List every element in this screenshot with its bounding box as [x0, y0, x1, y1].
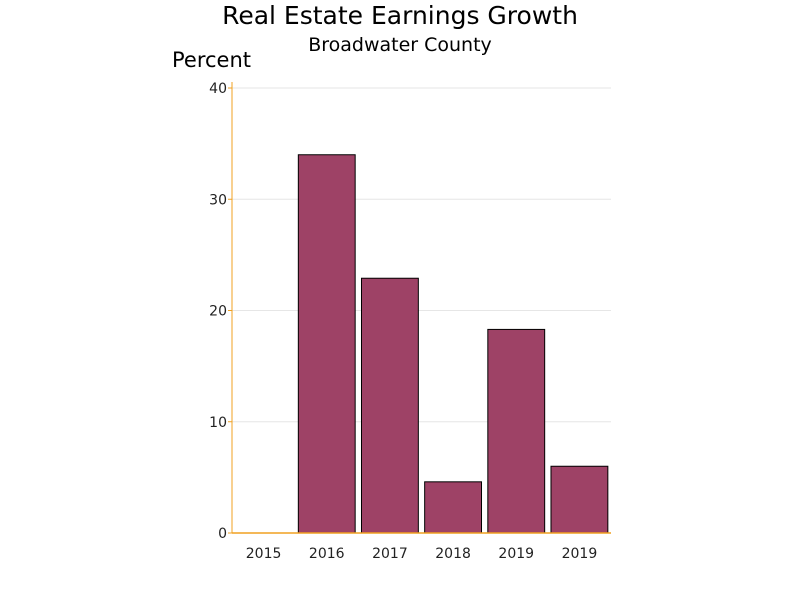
y-tick-label: 40: [209, 81, 227, 97]
y-tick-label: 30: [209, 192, 227, 208]
y-axis-label: Percent: [172, 48, 251, 72]
x-tick-labels: 2015 2016 2017 2018 2019 2019: [246, 546, 597, 562]
y-tick-label: 0: [218, 526, 227, 542]
x-tick-label: 2017: [372, 546, 408, 562]
y-tick-label: 20: [209, 304, 227, 320]
chart-subtitle: Broadwater County: [308, 34, 492, 56]
bars-layer: [297, 154, 609, 534]
bar-2019: [550, 465, 609, 534]
x-tick-label: 2018: [435, 546, 471, 562]
x-tick-label: 2019: [498, 546, 534, 562]
bar-2017: [360, 277, 419, 534]
x-tick-label: 2015: [246, 546, 282, 562]
grid-layer: [232, 87, 611, 423]
bar-2019: [487, 328, 546, 534]
y-tick-label: 10: [209, 415, 227, 431]
y-tick-labels: 0 10 20 30 40: [209, 81, 227, 542]
x-tick-label: 2016: [309, 546, 345, 562]
axis-layer: [228, 82, 611, 534]
bar-2018: [424, 481, 483, 534]
bar-2016: [297, 154, 356, 534]
chart-title: Real Estate Earnings Growth: [222, 1, 578, 30]
x-tick-label: 2019: [562, 546, 598, 562]
